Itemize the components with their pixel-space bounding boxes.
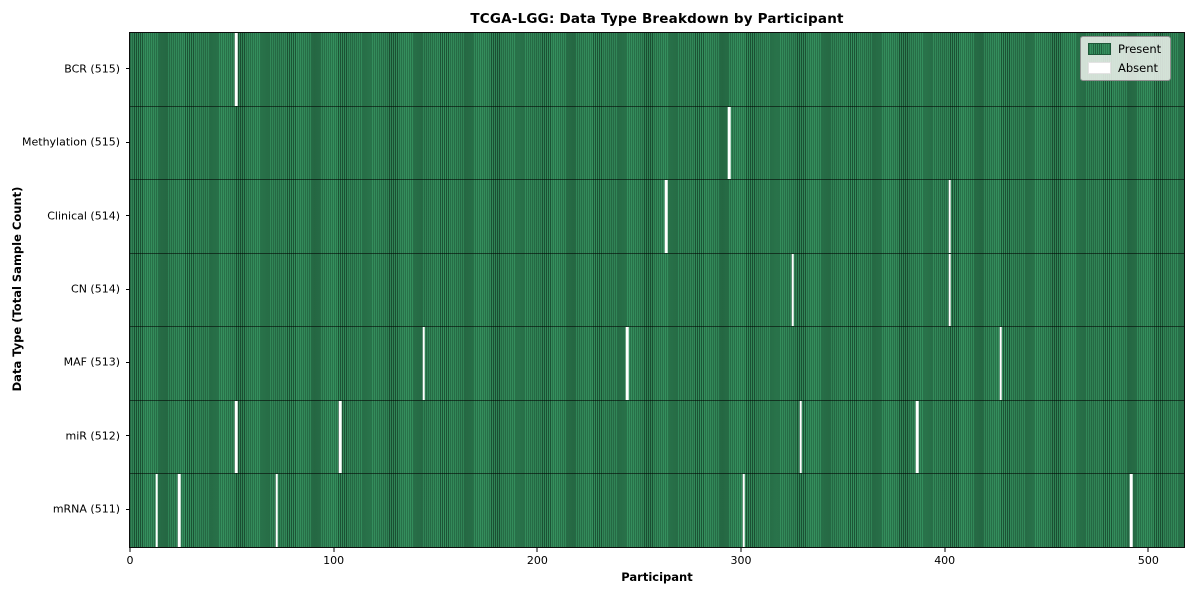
y-axis: BCR (515) Methylation (515) Clinical (514)… xyxy=(0,32,130,546)
x-tick-label-0: 0 xyxy=(126,554,134,567)
y-tick-mark-maf xyxy=(126,361,130,363)
x-tick-label-400: 400 xyxy=(934,554,956,567)
legend-label-present: Present xyxy=(1118,42,1162,56)
heatmap-row-bcr xyxy=(130,33,1184,107)
y-tick-label-mrna: mRNA (511) xyxy=(52,502,120,516)
x-tick-mark-500 xyxy=(1147,548,1149,552)
y-tick-mark-methylation xyxy=(126,141,130,143)
y-tick-mark-mrna xyxy=(126,508,130,510)
x-tick-mark-100 xyxy=(333,548,335,552)
absent-marker-maf-427 xyxy=(999,327,1002,400)
y-tick-mark-cn xyxy=(126,288,130,290)
x-axis: 0 100 200 300 400 500 xyxy=(126,548,1183,570)
absent-marker-mrna-72 xyxy=(275,474,279,548)
absent-marker-mrna-491 xyxy=(1129,474,1133,548)
y-tick-label-cn: CN (514) xyxy=(71,282,120,296)
heatmap-row-cn xyxy=(130,253,1184,328)
absent-marker-maf-244 xyxy=(626,327,629,400)
y-tick-label-bcr: BCR (515) xyxy=(64,62,120,76)
heatmap-row-clinical xyxy=(130,180,1184,254)
heatmap-row-mrna xyxy=(130,474,1184,548)
absent-marker-mir-386 xyxy=(915,400,919,474)
x-tick-mark-400 xyxy=(944,548,946,552)
y-tick-mark-clinical xyxy=(126,215,130,217)
legend: Present Absent xyxy=(1080,36,1172,81)
chart-title: TCGA-LGG: Data Type Breakdown by Partici… xyxy=(470,11,844,27)
heatmap-row-mir xyxy=(130,400,1184,475)
heatmap-row-maf xyxy=(130,327,1184,401)
plot-area xyxy=(129,32,1185,548)
y-tick-label-clinical: Clinical (514) xyxy=(47,209,120,223)
absent-marker-clinical-402 xyxy=(948,180,951,253)
x-tick-label-200: 200 xyxy=(526,554,548,567)
absent-marker-mir-52 xyxy=(234,400,238,474)
absent-marker-clinical-263 xyxy=(664,180,668,253)
x-tick-label-500: 500 xyxy=(1137,554,1159,567)
absent-marker-cn-325 xyxy=(791,253,794,327)
x-tick-label-300: 300 xyxy=(730,554,752,567)
y-tick-label-mir: miR (512) xyxy=(65,429,121,443)
absent-marker-mir-103 xyxy=(338,400,342,474)
absent-marker-mrna-301 xyxy=(742,474,745,548)
legend-entry-absent: Absent xyxy=(1088,61,1161,75)
absent-swatch-icon xyxy=(1088,62,1111,74)
legend-entry-present: Present xyxy=(1088,42,1161,56)
y-tick-mark-mir xyxy=(126,435,130,437)
x-tick-mark-0 xyxy=(129,548,131,552)
present-swatch-icon xyxy=(1088,43,1111,55)
absent-marker-methylation-294 xyxy=(728,106,731,180)
x-tick-label-100: 100 xyxy=(323,554,345,567)
x-tick-mark-200 xyxy=(536,548,538,552)
heatmap-row-methylation xyxy=(130,106,1184,181)
y-tick-label-maf: MAF (513) xyxy=(63,355,120,369)
x-axis-label: Participant xyxy=(621,570,693,584)
absent-marker-bcr-52 xyxy=(234,33,238,106)
x-tick-mark-300 xyxy=(740,548,742,552)
absent-marker-maf-144 xyxy=(422,327,425,400)
absent-marker-mrna-13 xyxy=(155,474,158,548)
y-tick-mark-bcr xyxy=(126,68,130,70)
absent-marker-cn-402 xyxy=(948,253,951,327)
absent-marker-mrna-24 xyxy=(177,474,181,548)
absent-marker-mir-329 xyxy=(799,400,803,474)
legend-label-absent: Absent xyxy=(1118,61,1159,75)
y-tick-label-methylation: Methylation (515) xyxy=(22,135,120,149)
